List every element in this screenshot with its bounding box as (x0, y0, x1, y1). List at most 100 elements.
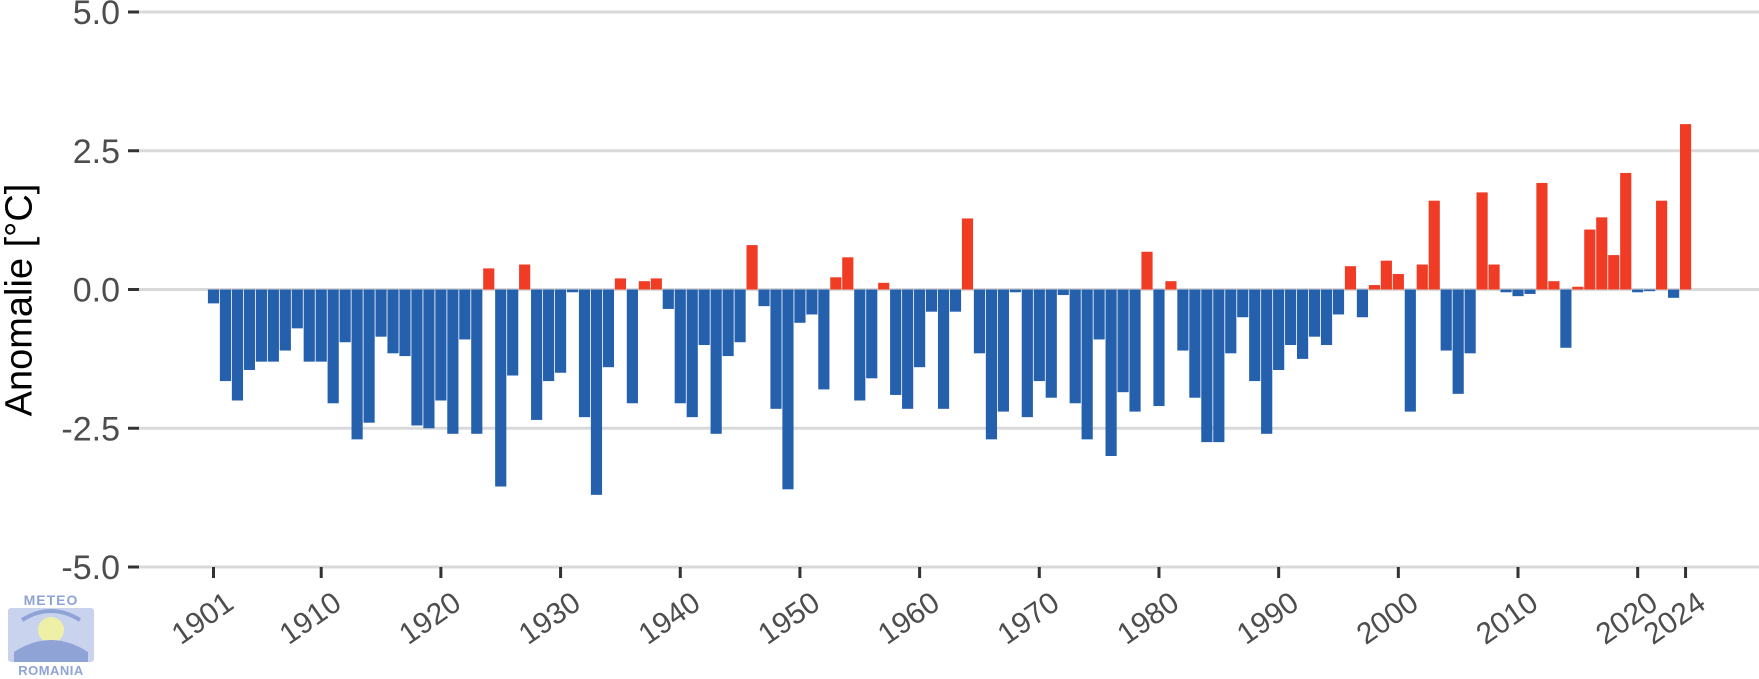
bar-1907 (279, 289, 291, 351)
bar-1926 (507, 289, 519, 376)
bar-1950 (794, 289, 806, 323)
bar-1955 (854, 289, 866, 401)
bar-1954 (842, 257, 854, 290)
bar-1906 (267, 289, 279, 362)
bar-1922 (459, 289, 471, 340)
bar-1990 (1273, 289, 1285, 370)
bar-1951 (806, 289, 818, 315)
x-tick-label: 1910 (274, 586, 348, 651)
bar-2012 (1536, 182, 1548, 290)
bar-1938 (650, 278, 662, 290)
bar-1911 (327, 289, 339, 404)
bar-1914 (363, 289, 375, 423)
bar-1905 (255, 289, 267, 362)
bar-1927 (519, 264, 531, 290)
y-tick-label: 0.0 (73, 272, 120, 310)
bar-1970 (1033, 289, 1045, 382)
bar-1953 (830, 277, 842, 290)
bar-1963 (949, 289, 962, 312)
x-tick-label: 1950 (752, 586, 826, 651)
bar-2015 (1572, 286, 1584, 290)
bar-1925 (495, 289, 507, 487)
bar-1960 (914, 289, 926, 368)
y-axis: 5.0 2.5 0.0 -2.5 -5.0 (61, 0, 139, 587)
x-tick-label: 1960 (872, 586, 946, 651)
bar-1948 (770, 289, 782, 409)
bar-1976 (1105, 289, 1117, 456)
bar-1902 (219, 289, 232, 382)
bar-1943 (710, 289, 722, 434)
bar-1929 (543, 289, 555, 382)
bar-1918 (411, 289, 423, 426)
bar-2004 (1440, 289, 1452, 351)
bar-1987 (1237, 289, 1249, 318)
y-tick-label: 5.0 (73, 0, 120, 32)
bar-1980 (1153, 289, 1165, 407)
bar-1903 (231, 289, 244, 401)
meteo-romania-logo-icon (8, 608, 94, 662)
x-tick-label: 1920 (393, 586, 467, 651)
bar-2020 (1632, 289, 1644, 293)
bar-2024 (1679, 124, 1692, 290)
bar-1947 (758, 289, 770, 307)
bar-1924 (483, 268, 495, 290)
bar-1999 (1380, 260, 1392, 290)
bar-1986 (1225, 289, 1237, 354)
bar-1972 (1057, 289, 1069, 296)
bar-1997 (1356, 289, 1369, 318)
bar-1965 (973, 289, 986, 354)
x-axis: 1901 1910 1920 1930 1940 1950 1960 1970 1980 1990… (166, 567, 1712, 651)
bar-1956 (866, 289, 878, 379)
bar-1939 (662, 289, 674, 309)
bar-1989 (1261, 289, 1273, 434)
bar-1982 (1177, 289, 1189, 351)
bar-1981 (1165, 281, 1177, 290)
bar-1942 (698, 289, 710, 345)
bar-2007 (1476, 192, 1488, 290)
logo-bottom-text: ROMANIA (18, 663, 84, 678)
bar-2021 (1644, 289, 1656, 292)
bar-1958 (890, 289, 902, 395)
bar-1930 (554, 289, 567, 373)
logo-top-text: METEO (23, 592, 79, 608)
bar-1998 (1368, 285, 1380, 290)
bar-1977 (1117, 289, 1129, 393)
bar-2000 (1392, 273, 1404, 290)
bar-1932 (578, 289, 591, 418)
bar-1971 (1045, 289, 1057, 398)
bar-1944 (722, 289, 734, 357)
bar-2017 (1596, 217, 1608, 290)
bar-1933 (590, 289, 603, 495)
bar-1928 (531, 289, 543, 420)
bar-1968 (1009, 289, 1021, 293)
bar-1959 (902, 289, 914, 409)
bar-1962 (937, 289, 950, 409)
bar-2016 (1584, 229, 1596, 290)
bar-1957 (878, 282, 890, 290)
bar-1991 (1285, 289, 1297, 345)
bar-1949 (782, 289, 794, 490)
bar-1994 (1320, 289, 1333, 345)
bar-1901 (207, 289, 220, 304)
bar-2002 (1416, 264, 1428, 290)
bar-1917 (399, 289, 411, 357)
bar-1920 (435, 289, 447, 401)
bar-1913 (351, 289, 363, 440)
bar-1919 (423, 289, 435, 429)
bar-1983 (1189, 289, 1201, 398)
x-tick-label: 1990 (1231, 586, 1305, 651)
bar-1985 (1213, 289, 1225, 443)
meteo-romania-logo: METEO ROMANIA (4, 592, 98, 678)
x-tick-label: 1930 (513, 586, 587, 651)
bar-2013 (1548, 281, 1560, 290)
bar-1946 (746, 245, 758, 290)
bar-1936 (626, 289, 638, 404)
bar-2011 (1524, 289, 1536, 294)
y-axis-label: Anomalie [°C] (0, 183, 41, 417)
bar-1934 (602, 289, 615, 368)
bar-1979 (1141, 251, 1153, 290)
bar-1910 (315, 289, 327, 362)
bar-1992 (1297, 289, 1309, 359)
bar-1923 (471, 289, 483, 434)
